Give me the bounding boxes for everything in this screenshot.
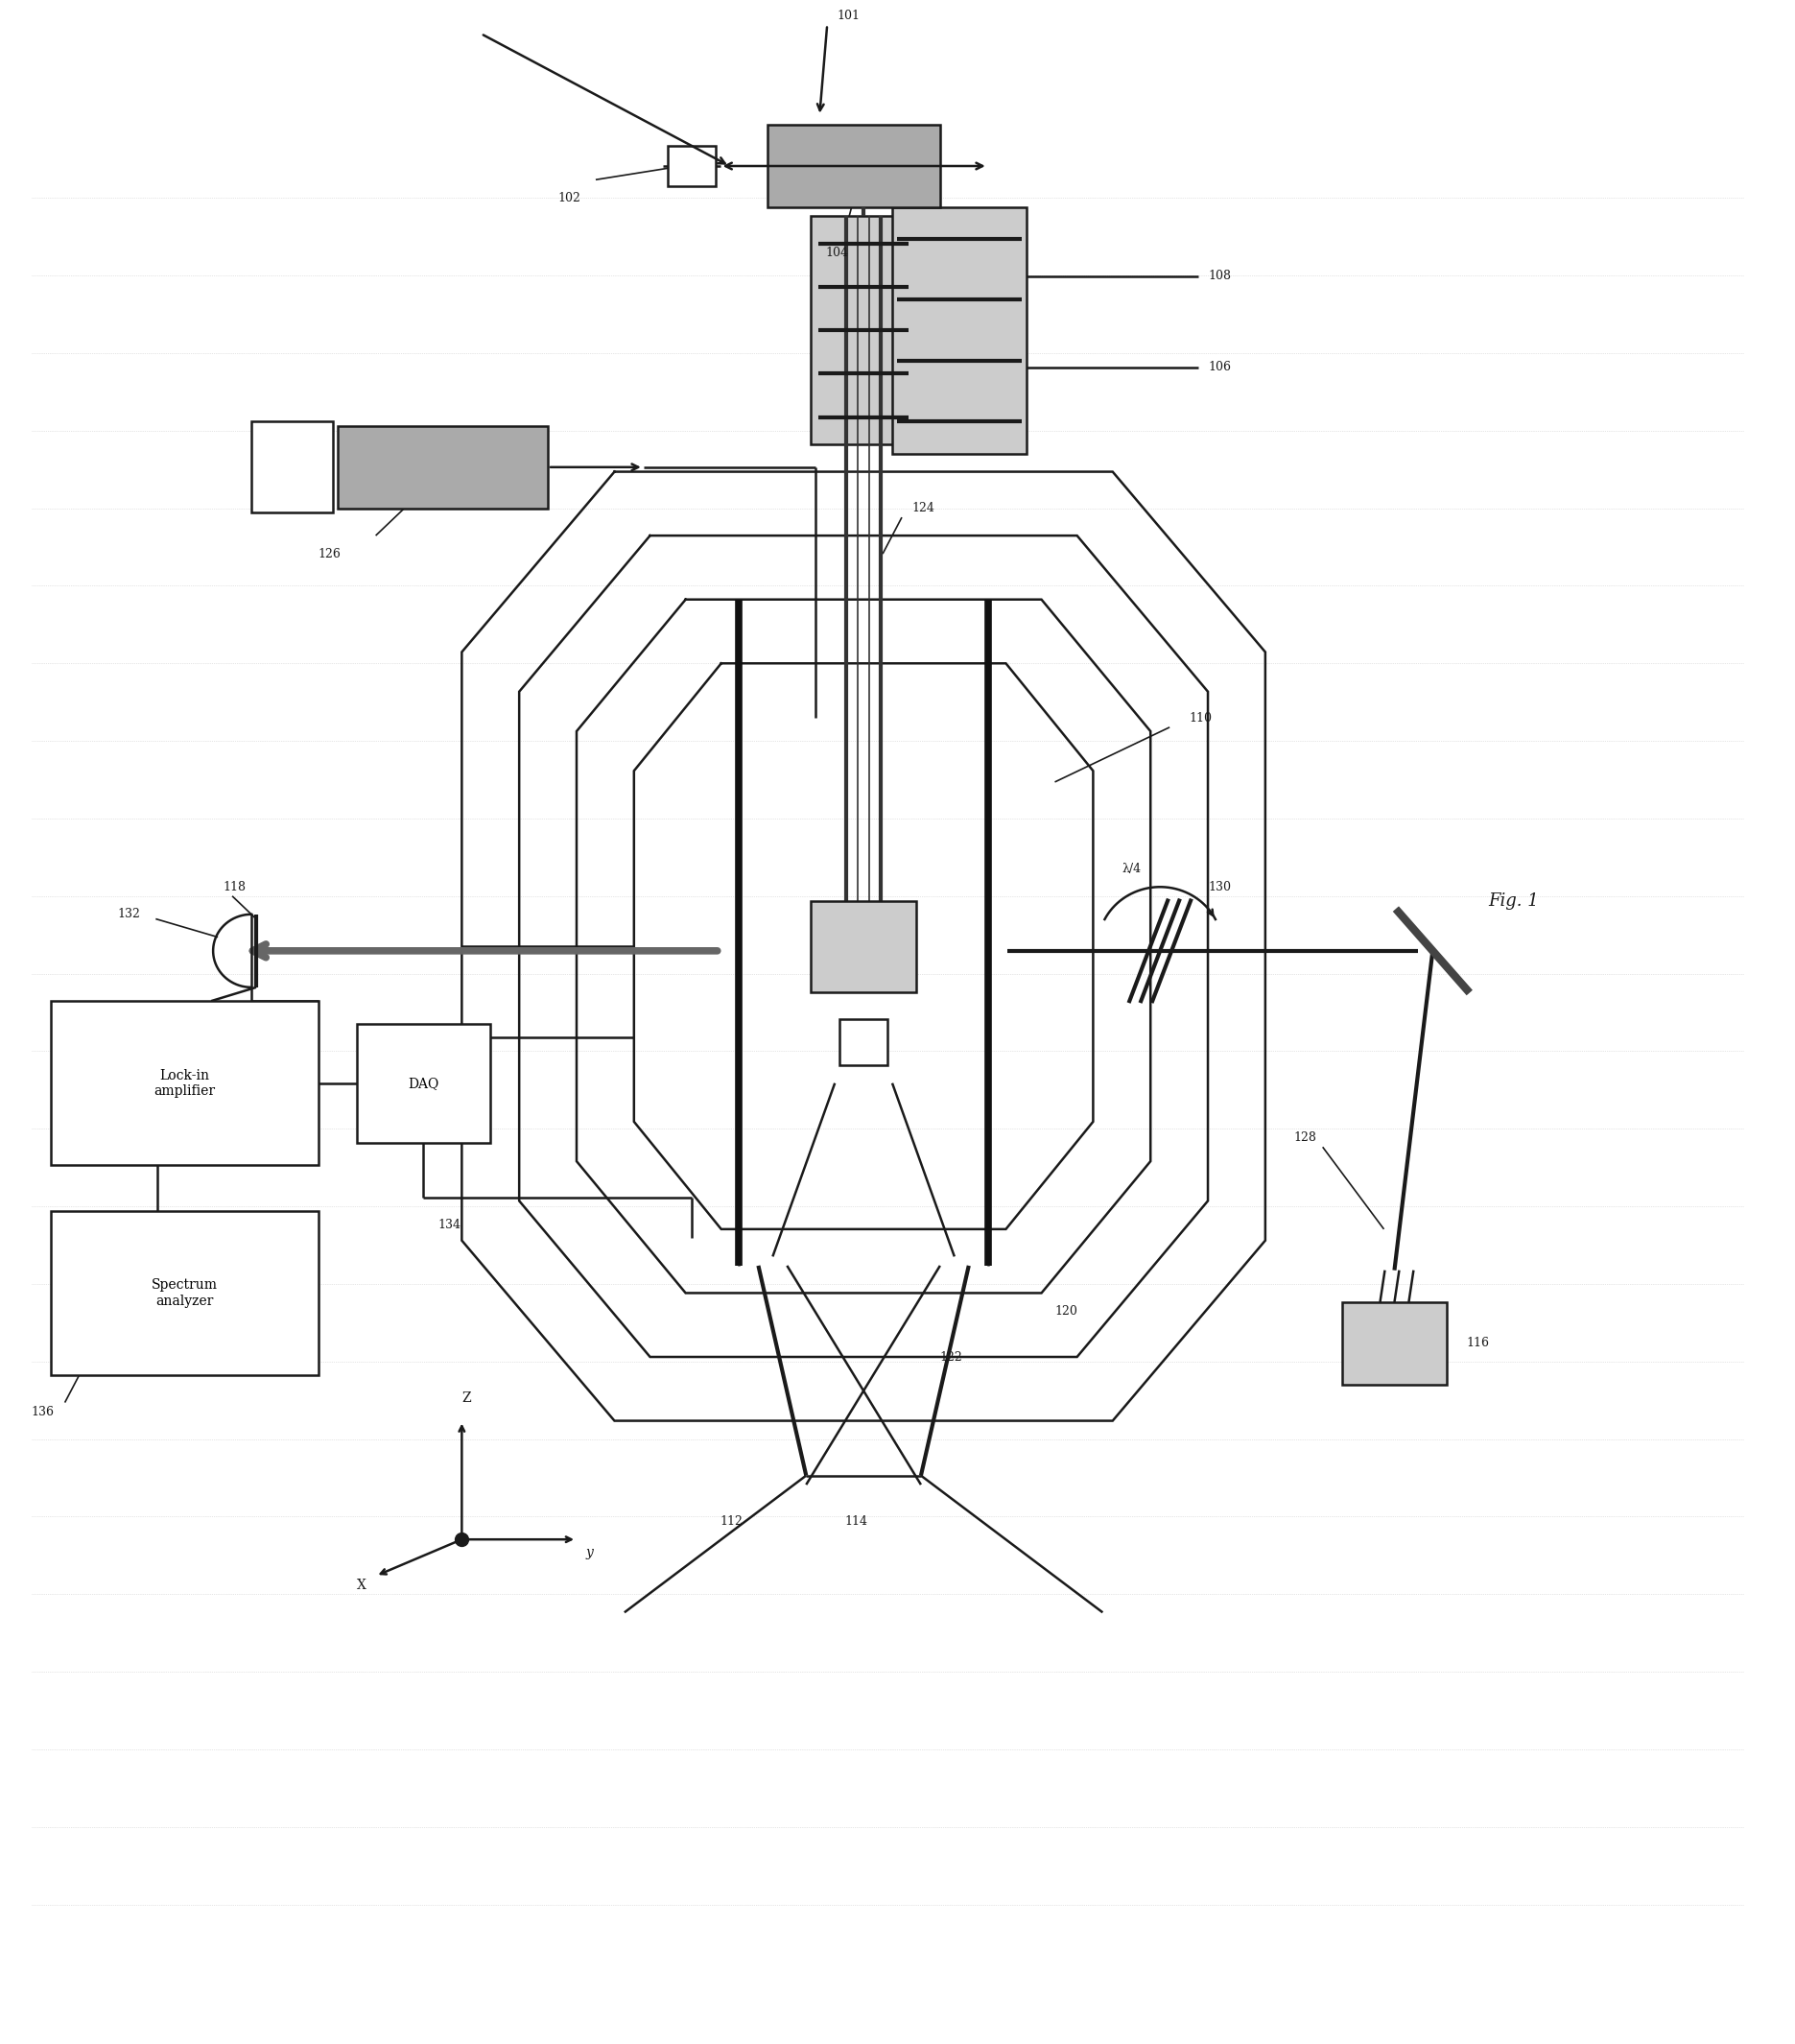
Text: 112: 112 [720,1515,743,1527]
Text: Spectrum
analyzer: Spectrum analyzer [151,1280,217,1308]
Text: 101: 101 [836,10,860,22]
Text: 124: 124 [912,503,933,515]
Bar [668,145,714,186]
Text: 118: 118 [223,881,246,893]
Text: 116: 116 [1467,1337,1490,1349]
Bar [1343,1302,1447,1384]
Text: 134: 134 [438,1218,461,1230]
Bar [337,425,547,509]
Bar [892,206,1027,454]
Text: 132: 132 [117,908,140,920]
Text: 120: 120 [1055,1304,1077,1318]
Text: λ/4: λ/4 [1122,863,1142,875]
Text: 104: 104 [826,247,849,260]
Text: 110: 110 [1188,711,1212,724]
Text: Z: Z [461,1392,472,1404]
Text: 126: 126 [318,548,341,560]
Bar [50,1002,318,1165]
Text: 114: 114 [844,1515,867,1527]
Bar [811,901,915,991]
Text: 106: 106 [1208,362,1231,374]
Text: DAQ: DAQ [407,1077,440,1089]
Text: Lock-in
amplifier: Lock-in amplifier [154,1069,215,1098]
Bar [357,1024,490,1143]
Text: 136: 136 [31,1406,54,1419]
Bar [840,1020,887,1065]
Bar [768,125,941,206]
Bar [251,421,332,513]
Text: y: y [587,1547,594,1560]
Text: 108: 108 [1208,270,1231,282]
Bar [50,1210,318,1376]
Text: Fig. 1: Fig. 1 [1488,891,1540,910]
Text: 102: 102 [558,192,580,204]
Text: 130: 130 [1208,881,1231,893]
Text: 128: 128 [1294,1132,1318,1145]
Text: X: X [357,1578,366,1592]
Bar [811,217,915,444]
Text: 122: 122 [941,1351,962,1363]
